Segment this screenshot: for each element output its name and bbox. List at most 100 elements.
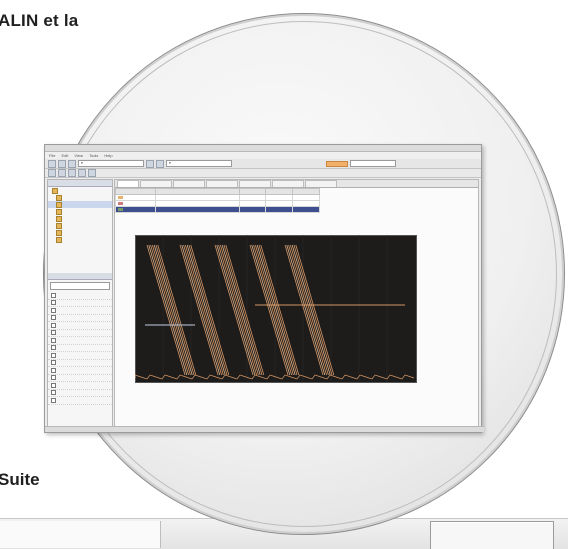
list-item[interactable] bbox=[48, 307, 112, 315]
waveform-ramp bbox=[288, 244, 327, 376]
toolbar-combo-1[interactable]: ▾ bbox=[78, 160, 144, 167]
zoom-in-icon[interactable] bbox=[146, 159, 154, 168]
tree-item[interactable] bbox=[48, 187, 112, 194]
checkbox-icon[interactable] bbox=[51, 390, 56, 396]
tab[interactable] bbox=[239, 180, 271, 187]
waveform-ramp bbox=[295, 244, 335, 376]
waveform-ramp bbox=[260, 244, 300, 376]
menu-edit[interactable]: Edit bbox=[61, 153, 69, 158]
checkbox-icon[interactable] bbox=[51, 337, 56, 343]
waveform-ramp bbox=[249, 244, 289, 376]
tab[interactable] bbox=[173, 180, 205, 187]
color-swatch bbox=[118, 202, 123, 206]
tree-item[interactable] bbox=[48, 222, 112, 229]
folder-icon bbox=[56, 215, 62, 222]
menu-file[interactable]: File bbox=[49, 153, 56, 158]
zoom-out-icon[interactable] bbox=[156, 159, 164, 168]
save-icon[interactable] bbox=[68, 159, 76, 168]
checkbox-icon[interactable] bbox=[51, 345, 56, 351]
tree-item[interactable] bbox=[48, 215, 112, 222]
checkbox-icon[interactable] bbox=[51, 397, 56, 403]
record-icon[interactable] bbox=[78, 169, 86, 177]
tab[interactable] bbox=[140, 180, 172, 187]
tree-item[interactable] bbox=[48, 194, 112, 201]
bottom-tab-right bbox=[430, 521, 554, 549]
menu-view[interactable]: View bbox=[74, 153, 83, 158]
list-item[interactable] bbox=[48, 345, 112, 352]
list-item[interactable] bbox=[48, 390, 112, 397]
tree-item[interactable] bbox=[48, 201, 112, 208]
table-cell bbox=[265, 206, 294, 213]
table-cell bbox=[114, 206, 157, 213]
waveform-ramp bbox=[251, 244, 291, 376]
waveform-svg bbox=[135, 235, 415, 381]
checkbox-icon[interactable] bbox=[51, 300, 56, 306]
tree-item[interactable] bbox=[48, 236, 112, 243]
list-item[interactable] bbox=[48, 382, 112, 390]
tree-item[interactable] bbox=[48, 208, 112, 215]
folder-icon bbox=[56, 222, 62, 229]
tab[interactable] bbox=[117, 180, 139, 187]
stop-icon[interactable] bbox=[58, 169, 66, 177]
waveform-ramp bbox=[218, 244, 257, 376]
list-item[interactable] bbox=[48, 330, 112, 337]
color-swatch bbox=[118, 208, 123, 212]
list-item[interactable] bbox=[48, 315, 112, 322]
tree-header bbox=[48, 180, 112, 187]
tree-item[interactable] bbox=[48, 229, 112, 236]
list-item[interactable] bbox=[48, 292, 112, 300]
checkbox-icon[interactable] bbox=[51, 307, 56, 313]
new-icon[interactable] bbox=[48, 159, 56, 168]
checkbox-icon[interactable] bbox=[51, 315, 56, 321]
list-item[interactable] bbox=[48, 367, 112, 375]
waveform-ramp bbox=[255, 244, 294, 376]
toolbar-combo-2[interactable]: ▾ bbox=[166, 160, 232, 167]
main-tabs bbox=[115, 180, 478, 188]
waveform-ramp bbox=[183, 244, 222, 376]
signals-table bbox=[114, 188, 320, 213]
waveform-plot[interactable] bbox=[135, 235, 417, 383]
tab[interactable] bbox=[206, 180, 238, 187]
list-item[interactable] bbox=[48, 360, 112, 367]
step-icon[interactable] bbox=[68, 169, 76, 177]
checkbox-icon[interactable] bbox=[51, 322, 56, 328]
run-icon[interactable] bbox=[48, 169, 56, 177]
toolbar-field[interactable] bbox=[350, 160, 396, 167]
list-item[interactable] bbox=[48, 397, 112, 405]
checkbox-icon[interactable] bbox=[51, 360, 56, 366]
color-swatch bbox=[118, 196, 123, 200]
menu-help[interactable]: Help bbox=[104, 153, 113, 158]
tab[interactable] bbox=[305, 180, 337, 187]
waveform-baseline bbox=[135, 374, 415, 380]
waveform-ramp bbox=[214, 244, 254, 376]
waveform-ramp bbox=[221, 244, 261, 376]
table-cell bbox=[292, 206, 320, 213]
checkbox-icon[interactable] bbox=[51, 292, 56, 298]
play-icon[interactable] bbox=[88, 169, 96, 177]
list-item[interactable] bbox=[48, 322, 112, 330]
waveform-ramp bbox=[153, 244, 193, 376]
table-row[interactable] bbox=[114, 206, 320, 213]
table-cell bbox=[238, 206, 267, 213]
title-bar bbox=[45, 145, 481, 152]
checkbox-icon[interactable] bbox=[51, 367, 56, 373]
tab[interactable] bbox=[272, 180, 304, 187]
cursor-slider[interactable] bbox=[326, 160, 348, 167]
waveform-ramp bbox=[148, 244, 188, 376]
waveform-ramp bbox=[157, 244, 197, 376]
open-icon[interactable] bbox=[58, 159, 66, 168]
list-item[interactable] bbox=[48, 352, 112, 360]
checkbox-icon[interactable] bbox=[51, 352, 56, 358]
list-item[interactable] bbox=[48, 337, 112, 345]
checkbox-icon[interactable] bbox=[51, 375, 56, 381]
list-search-input[interactable] bbox=[50, 282, 110, 290]
list-item[interactable] bbox=[48, 375, 112, 382]
waveform-ramp bbox=[290, 244, 329, 376]
list-item[interactable] bbox=[48, 300, 112, 307]
checkbox-icon[interactable] bbox=[51, 382, 56, 388]
waveform-ramp bbox=[293, 244, 333, 376]
project-tree bbox=[48, 187, 112, 243]
folder-icon bbox=[56, 229, 62, 236]
checkbox-icon[interactable] bbox=[51, 330, 56, 336]
menu-tools[interactable]: Tools bbox=[88, 153, 99, 158]
